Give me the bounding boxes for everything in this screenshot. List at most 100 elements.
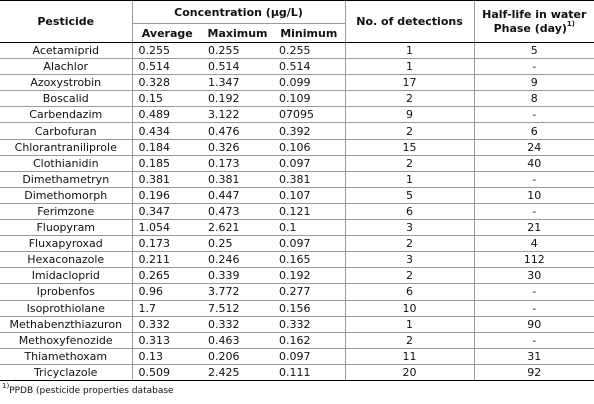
table-row: Imidacloprid 0.265 0.339 0.192 2 30 <box>0 267 594 285</box>
header-half-life-line2-wrap: Phase (day)1) <box>475 19 594 36</box>
table-row: Hexaconazole 0.211 0.246 0.165 3 112 <box>0 251 594 269</box>
table-row: Azoxystrobin 0.328 1.347 0.099 17 9 <box>0 74 594 92</box>
table-row: Acetamiprid 0.255 0.255 0.255 1 5 <box>0 42 594 60</box>
cell-detections: 2 <box>344 122 475 140</box>
cell-pesticide: Thiamethoxam <box>0 348 132 365</box>
cell-minimum: 0.097 <box>273 235 346 253</box>
table-row: Fluopyram 1.054 2.621 0.1 3 21 <box>0 219 594 237</box>
cell-detections: 1 <box>344 58 475 76</box>
cell-detections: 17 <box>344 74 475 92</box>
table-row: Fluxapyroxad 0.173 0.25 0.097 2 4 <box>0 235 594 253</box>
cell-maximum: 3.122 <box>202 106 273 124</box>
cell-maximum: 0.447 <box>202 187 273 204</box>
cell-minimum: 0.099 <box>273 74 346 92</box>
cell-pesticide: Methabenzthiazuron <box>0 316 132 333</box>
cell-pesticide: Fluxapyroxad <box>0 235 132 253</box>
table-row: Ferimzone 0.347 0.473 0.121 6- <box>0 203 594 221</box>
cell-half-life: 10 <box>473 187 594 204</box>
cell-detections: 10 <box>344 300 475 317</box>
cell-pesticide: Iprobenfos <box>0 283 132 301</box>
cell-detections: 1 <box>344 42 475 60</box>
cell-maximum: 0.476 <box>202 122 273 140</box>
header-concentration: Concentration (μg/L) <box>131 0 346 24</box>
cell-pesticide: Imidacloprid <box>0 267 132 285</box>
cell-average: 0.514 <box>131 58 202 76</box>
table-row: Thiamethoxam 0.13 0.206 0.097 11 31 <box>0 348 594 365</box>
cell-half-life: 92 <box>473 364 594 381</box>
cell-average: 0.509 <box>131 364 202 381</box>
table-row: Dimethomorph 0.196 0.447 0.107 5 10 <box>0 187 594 204</box>
cell-half-life: - <box>473 300 594 317</box>
cell-detections: 2 <box>344 332 475 349</box>
cell-average: 0.173 <box>131 235 202 253</box>
cell-half-life: 5 <box>473 42 594 60</box>
cell-half-life: - <box>473 332 594 349</box>
table-row: Methabenzthiazuron 0.332 0.332 0.332 1 90 <box>0 316 594 333</box>
cell-pesticide: Clothianidin <box>0 155 132 172</box>
cell-minimum: 0.381 <box>273 171 346 188</box>
cell-maximum: 2.621 <box>202 219 273 237</box>
cell-maximum: 1.347 <box>202 74 273 92</box>
cell-minimum: 0.162 <box>273 332 346 349</box>
cell-detections: 9 <box>344 106 475 124</box>
table-row: Boscalid 0.15 0.192 0.109 2 8 <box>0 90 594 108</box>
cell-detections: 2 <box>344 235 475 253</box>
cell-minimum: 0.097 <box>273 155 346 172</box>
cell-maximum: 3.772 <box>202 283 273 301</box>
header-half-life-footnote-marker: 1) <box>566 19 575 28</box>
cell-minimum: 0.255 <box>273 42 346 60</box>
cell-minimum: 0.097 <box>273 348 346 365</box>
cell-detections: 1 <box>344 171 475 188</box>
table-row: Clothianidin 0.185 0.173 0.097 2 40 <box>0 155 594 172</box>
cell-average: 0.328 <box>131 74 202 92</box>
header-half-life-line1: Half-life in water <box>482 7 587 21</box>
cell-half-life: 40 <box>473 155 594 172</box>
cell-maximum: 0.326 <box>202 139 273 156</box>
header-pesticide: Pesticide <box>0 0 132 43</box>
cell-detections: 2 <box>344 155 475 172</box>
cell-pesticide: Ferimzone <box>0 203 132 221</box>
cell-minimum: 07095 <box>273 106 346 124</box>
cell-maximum: 0.514 <box>202 58 273 76</box>
cell-half-life: 30 <box>473 267 594 285</box>
cell-average: 0.313 <box>131 332 202 349</box>
cell-half-life: 21 <box>473 219 594 237</box>
cell-detections: 11 <box>344 348 475 365</box>
header-minimum: Minimum <box>273 23 346 43</box>
cell-maximum: 2.425 <box>202 364 273 381</box>
cell-average: 0.185 <box>131 155 202 172</box>
cell-pesticide: Carbendazim <box>0 106 132 124</box>
cell-half-life: 112 <box>473 251 594 269</box>
cell-average: 1.7 <box>131 300 202 317</box>
cell-average: 0.211 <box>131 251 202 269</box>
cell-maximum: 0.332 <box>202 316 273 333</box>
cell-minimum: 0.106 <box>273 139 346 156</box>
cell-minimum: 0.111 <box>273 364 346 381</box>
cell-minimum: 0.121 <box>273 203 346 221</box>
cell-minimum: 0.514 <box>273 58 346 76</box>
cell-detections: 6 <box>344 283 475 301</box>
cell-maximum: 7.512 <box>202 300 273 317</box>
cell-average: 0.434 <box>131 122 202 140</box>
table-row: Alachlor 0.514 0.514 0.514 1- <box>0 58 594 76</box>
table-row: Dimethametryn 0.381 0.381 0.381 1- <box>0 171 594 188</box>
cell-pesticide: Tricyclazole <box>0 364 132 381</box>
table-row: Methoxyfenozide 0.313 0.463 0.162 2- <box>0 332 594 349</box>
table-row: Tricyclazole 0.509 2.425 0.111 20 92 <box>0 364 594 381</box>
cell-half-life: 31 <box>473 348 594 365</box>
cell-average: 0.184 <box>131 139 202 156</box>
cell-minimum: 0.107 <box>273 187 346 204</box>
header-detections: No. of detections <box>344 0 475 43</box>
cell-detections: 2 <box>344 90 475 108</box>
cell-pesticide: Acetamiprid <box>0 42 132 60</box>
cell-average: 0.196 <box>131 187 202 204</box>
cell-half-life: 6 <box>473 122 594 140</box>
footnote: 1)PPDB (pesticide properties database <box>2 383 174 397</box>
cell-minimum: 0.392 <box>273 122 346 140</box>
cell-maximum: 0.192 <box>202 90 273 108</box>
cell-detections: 1 <box>344 316 475 333</box>
cell-pesticide: Carbofuran <box>0 122 132 140</box>
cell-pesticide: Hexaconazole <box>0 251 132 269</box>
cell-half-life: 90 <box>473 316 594 333</box>
cell-average: 0.332 <box>131 316 202 333</box>
